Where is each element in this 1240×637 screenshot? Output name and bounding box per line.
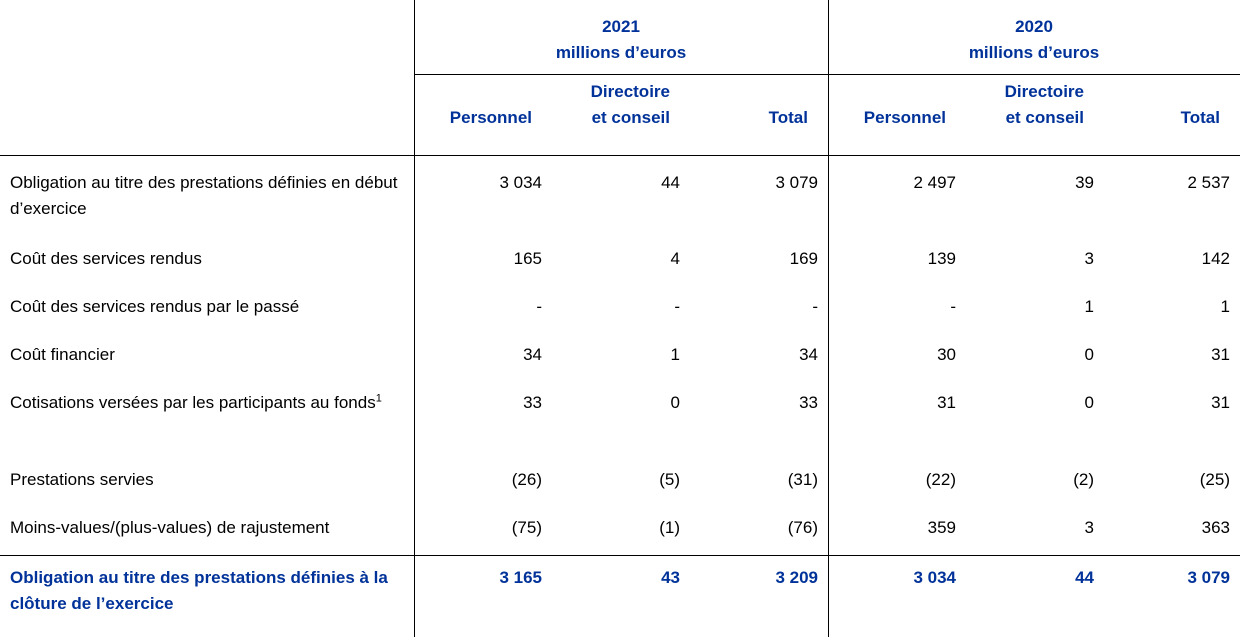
row-label: Coût des services rendus	[10, 246, 410, 272]
value-cell: 139	[927, 249, 956, 268]
column-header: Total	[1180, 108, 1220, 127]
value-cell: (76)	[787, 518, 818, 537]
column-header: et conseil	[591, 108, 670, 127]
row-label: Obligation au titre des prestations défi…	[10, 565, 410, 617]
value-cell: 1	[1220, 297, 1230, 316]
column-header: Directoire	[1004, 82, 1084, 101]
row-label-text: Obligation au titre des prestations défi…	[10, 568, 388, 613]
group-unit: millions d’euros	[968, 43, 1100, 62]
value-cell: 31	[1211, 393, 1230, 412]
group-year: 2020	[1015, 17, 1053, 36]
group-unit: millions d’euros	[555, 43, 687, 62]
value-cell: 31	[1211, 345, 1230, 364]
value-cell: (5)	[659, 470, 680, 489]
value-cell: (25)	[1199, 470, 1230, 489]
divider	[414, 74, 1240, 75]
row-label: Cotisations versées par les participants…	[10, 390, 410, 416]
value-cell: 169	[789, 249, 818, 268]
row-label-text: Coût des services rendus	[10, 249, 202, 268]
value-cell: 3	[1084, 249, 1094, 268]
value-cell: 33	[523, 393, 542, 412]
value-cell: 165	[513, 249, 542, 268]
value-cell: (2)	[1073, 470, 1094, 489]
value-cell: 2 497	[913, 173, 956, 192]
row-label-text: Coût des services rendus par le passé	[10, 297, 300, 316]
value-cell: 34	[799, 345, 818, 364]
value-cell: 31	[937, 393, 956, 412]
row-label: Moins-values/(plus-values) de rajustemen…	[10, 515, 410, 541]
row-label: Obligation au titre des prestations défi…	[10, 170, 410, 222]
value-cell: 44	[1075, 568, 1094, 587]
column-header: Personnel	[449, 108, 532, 127]
value-cell: 43	[661, 568, 680, 587]
column-header: Personnel	[863, 108, 946, 127]
row-label-text: Cotisations versées par les participants…	[10, 393, 376, 412]
value-cell: 142	[1201, 249, 1230, 268]
column-header: Directoire	[590, 82, 670, 101]
value-cell: 0	[670, 393, 680, 412]
value-cell: 30	[937, 345, 956, 364]
divider	[0, 155, 1240, 156]
value-cell: 0	[1084, 393, 1094, 412]
divider	[828, 0, 829, 637]
value-cell: 3 165	[499, 568, 542, 587]
value-cell: (75)	[511, 518, 542, 537]
row-label-text: Obligation au titre des prestations défi…	[10, 173, 398, 218]
value-cell: 3 079	[1187, 568, 1230, 587]
value-cell: -	[950, 297, 956, 316]
value-cell: 39	[1075, 173, 1094, 192]
group-year: 2021	[602, 17, 640, 36]
value-cell: 3 209	[775, 568, 818, 587]
column-header: et conseil	[1005, 108, 1084, 127]
value-cell: 4	[670, 249, 680, 268]
value-cell: 0	[1084, 345, 1094, 364]
value-cell: (26)	[511, 470, 542, 489]
row-label-text: Moins-values/(plus-values) de rajustemen…	[10, 518, 330, 537]
value-cell: -	[674, 297, 680, 316]
footnote-mark: 1	[375, 392, 382, 405]
value-cell: 3 034	[499, 173, 542, 192]
row-label-text: Prestations servies	[10, 470, 154, 489]
value-cell: 3 034	[913, 568, 956, 587]
value-cell: 33	[799, 393, 818, 412]
row-label: Coût financier	[10, 342, 410, 368]
value-cell: (22)	[925, 470, 956, 489]
value-cell: 3	[1084, 518, 1094, 537]
value-cell: (1)	[659, 518, 680, 537]
column-header: Total	[768, 108, 808, 127]
value-cell: (31)	[787, 470, 818, 489]
divider	[0, 555, 1240, 556]
row-label: Coût des services rendus par le passé	[10, 294, 410, 320]
value-cell: 363	[1201, 518, 1230, 537]
value-cell: 1	[670, 345, 680, 364]
value-cell: 44	[661, 173, 680, 192]
value-cell: 2 537	[1187, 173, 1230, 192]
value-cell: -	[812, 297, 818, 316]
row-label-text: Coût financier	[10, 345, 115, 364]
value-cell: -	[536, 297, 542, 316]
value-cell: 1	[1084, 297, 1094, 316]
divider	[414, 0, 415, 637]
value-cell: 34	[523, 345, 542, 364]
value-cell: 3 079	[775, 173, 818, 192]
value-cell: 359	[927, 518, 956, 537]
row-label: Prestations servies	[10, 467, 410, 493]
